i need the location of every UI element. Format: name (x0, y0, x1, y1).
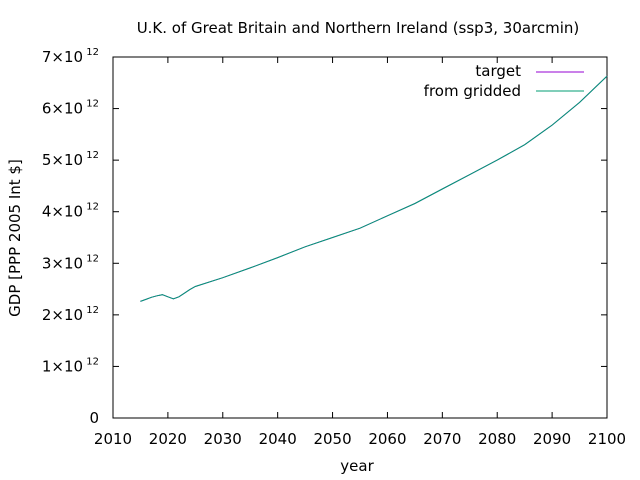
y-axis-ticks: 01×10 122×10 123×10 124×10 125×10 126×10… (42, 47, 607, 427)
y-tick-label: 6×10 12 (42, 99, 99, 118)
x-tick-label: 2070 (423, 430, 461, 448)
x-tick-label: 2050 (313, 430, 351, 448)
y-tick-label: 5×10 12 (42, 150, 99, 169)
x-tick-label: 2100 (588, 430, 626, 448)
x-tick-label: 2030 (204, 430, 242, 448)
y-tick-mantissa: 7×10 (42, 48, 83, 66)
series-lines (140, 75, 608, 302)
plot-area-frame (112, 56, 608, 419)
series-line-from-gridded (140, 75, 608, 302)
x-tick-label: 2060 (368, 430, 406, 448)
x-tick-label: 2010 (94, 430, 132, 448)
series-line-target (140, 75, 608, 302)
y-tick-exponent: 12 (83, 356, 99, 367)
x-axis-ticks: 2010 2020 2030 2040 2050 2060 2070 2080 2090 2100 (94, 57, 626, 448)
y-tick-mantissa: 0 (89, 409, 99, 427)
y-tick-exponent: 12 (83, 99, 99, 110)
y-tick-mantissa: 4×10 (42, 203, 83, 221)
y-axis-label: GDP [PPP 2005 Int $] (6, 159, 24, 317)
y-tick-exponent: 12 (83, 202, 99, 213)
y-tick-exponent: 12 (83, 305, 99, 316)
y-tick-label: 4×10 12 (42, 202, 99, 221)
y-tick-mantissa: 6×10 (42, 100, 83, 118)
y-tick-exponent: 12 (83, 253, 99, 264)
y-tick-mantissa: 1×10 (42, 357, 83, 375)
x-tick-label: 2040 (259, 430, 297, 448)
legend-label-from-gridded: from gridded (424, 82, 521, 100)
x-axis-label: year (340, 457, 374, 475)
y-tick-mantissa: 3×10 (42, 254, 83, 272)
y-tick-mantissa: 5×10 (42, 151, 83, 169)
legend-label-target: target (475, 62, 521, 80)
legend: target from gridded (424, 62, 584, 100)
y-tick-exponent: 12 (83, 47, 99, 58)
x-tick-label: 2080 (478, 430, 516, 448)
y-tick-label: 7×10 12 (42, 47, 99, 66)
y-tick-exponent: 12 (83, 150, 99, 161)
y-tick-label: 0 (89, 409, 99, 427)
y-tick-label: 2×10 12 (42, 305, 99, 324)
x-tick-label: 2020 (149, 430, 187, 448)
x-tick-label: 2090 (533, 430, 571, 448)
y-tick-label: 1×10 12 (42, 356, 99, 375)
y-tick-mantissa: 2×10 (42, 306, 83, 324)
chart-title: U.K. of Great Britain and Northern Irela… (137, 19, 580, 37)
y-tick-label: 3×10 12 (42, 253, 99, 272)
